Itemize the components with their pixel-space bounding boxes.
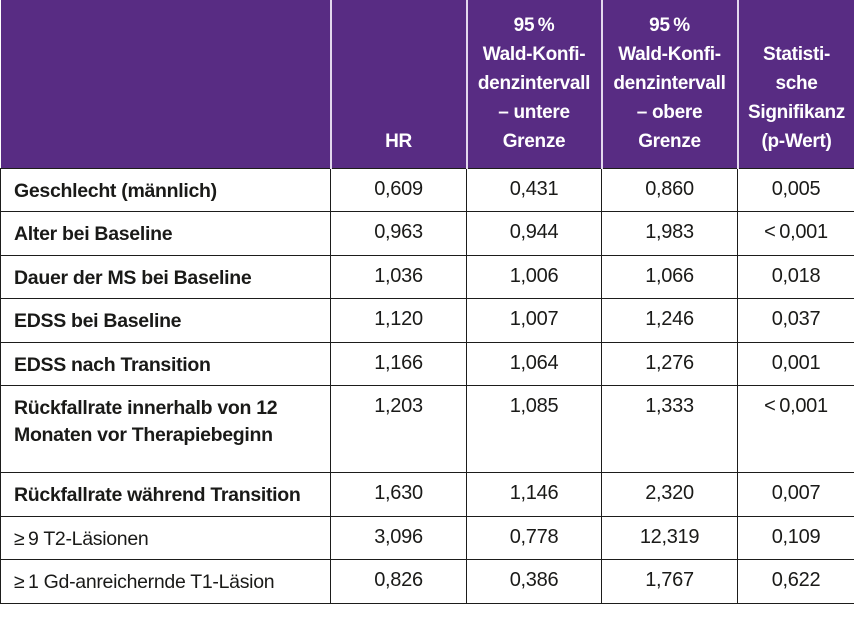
table-row: Dauer der MS bei Baseline 1,036 1,006 1,…: [0, 254, 854, 299]
header-row: HR 95 % Wald-Konfi- denzintervall – unte…: [0, 0, 854, 168]
ci-lower-value: 0,944: [466, 211, 602, 256]
header-cell-empty: [0, 0, 331, 168]
ci-upper-value: 1,333: [601, 385, 738, 473]
row-label: Geschlecht (männlich): [0, 167, 331, 212]
ci-lower-value: 0,778: [466, 515, 602, 560]
hr-value: 1,036: [330, 254, 467, 299]
p-value: < 0,001: [737, 211, 854, 256]
ci-upper-value: 2,320: [601, 472, 738, 517]
header-cell-hr: HR: [329, 0, 467, 168]
header-cell-significance: Statisti- sche Signifikanz (p-Wert): [736, 0, 854, 168]
header-cell-ci-lower: 95 % Wald-Konfi- denzintervall – untere …: [465, 0, 602, 168]
ci-lower-value: 0,386: [466, 559, 602, 604]
row-label: ≥ 9 T2-Läsionen: [0, 515, 331, 560]
ci-upper-value: 1,767: [601, 559, 738, 604]
ci-lower-value: 1,085: [466, 385, 602, 473]
ci-upper-value: 0,860: [601, 167, 738, 212]
table-row: EDSS bei Baseline 1,120 1,007 1,246 0,03…: [0, 298, 854, 343]
ci-lower-value: 1,064: [466, 341, 602, 386]
table-row: ≥ 9 T2-Läsionen 3,096 0,778 12,319 0,109: [0, 515, 854, 560]
ci-lower-value: 0,431: [466, 167, 602, 212]
row-label: EDSS bei Baseline: [0, 298, 331, 343]
p-value: 0,018: [737, 254, 854, 299]
hr-value: 1,120: [330, 298, 467, 343]
ci-lower-value: 1,007: [466, 298, 602, 343]
p-value: 0,007: [737, 472, 854, 517]
table-row: Rückfallrate innerhalb von 12 Monaten vo…: [0, 385, 854, 473]
hr-value: 1,203: [330, 385, 467, 473]
p-value: < 0,001: [737, 385, 854, 473]
hr-value: 1,630: [330, 472, 467, 517]
hr-value: 0,609: [330, 167, 467, 212]
p-value: 0,001: [737, 341, 854, 386]
ci-upper-value: 12,319: [601, 515, 738, 560]
ci-lower-value: 1,006: [466, 254, 602, 299]
p-value: 0,109: [737, 515, 854, 560]
hr-value: 0,963: [330, 211, 467, 256]
row-label: Dauer der MS bei Baseline: [0, 254, 331, 299]
table-row: Rückfallrate während Transition 1,630 1,…: [0, 472, 854, 517]
ci-upper-value: 1,983: [601, 211, 738, 256]
p-value: 0,622: [737, 559, 854, 604]
ci-upper-value: 1,066: [601, 254, 738, 299]
table-row: ≥ 1 Gd-anreichernde T1-Läsion 0,826 0,38…: [0, 559, 854, 604]
ci-upper-value: 1,276: [601, 341, 738, 386]
p-value: 0,037: [737, 298, 854, 343]
header-cell-ci-upper: 95 % Wald-Konfi- denzintervall – obere G…: [600, 0, 738, 168]
hr-value: 0,826: [330, 559, 467, 604]
statistics-table: HR 95 % Wald-Konfi- denzintervall – unte…: [0, 0, 854, 604]
row-label: Rückfallrate innerhalb von 12 Monaten vo…: [0, 385, 331, 473]
hr-value: 1,166: [330, 341, 467, 386]
ci-upper-value: 1,246: [601, 298, 738, 343]
row-label: EDSS nach Transition: [0, 341, 331, 386]
row-label: ≥ 1 Gd-anreichernde T1-Läsion: [0, 559, 331, 604]
row-label: Rückfallrate während Transition: [0, 472, 331, 517]
ci-lower-value: 1,146: [466, 472, 602, 517]
table-row: EDSS nach Transition 1,166 1,064 1,276 0…: [0, 341, 854, 386]
table-row: Geschlecht (männlich) 0,609 0,431 0,860 …: [0, 167, 854, 212]
p-value: 0,005: [737, 167, 854, 212]
table-row: Alter bei Baseline 0,963 0,944 1,983 < 0…: [0, 211, 854, 256]
row-label: Alter bei Baseline: [0, 211, 331, 256]
hr-value: 3,096: [330, 515, 467, 560]
